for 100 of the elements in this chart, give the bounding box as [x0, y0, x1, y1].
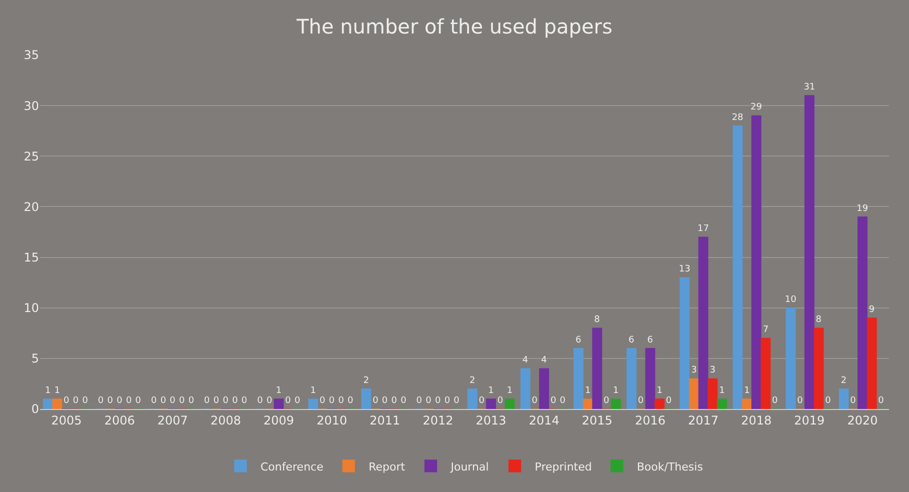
- y-tick-label: 15: [24, 250, 39, 264]
- data-label: 0: [107, 396, 114, 406]
- data-label: 0: [222, 396, 229, 406]
- data-label: 0: [391, 396, 398, 406]
- data-label: 0: [98, 396, 104, 406]
- data-label: 2: [363, 376, 370, 386]
- data-label: 0: [328, 396, 335, 406]
- x-tick-label: 2010: [316, 413, 348, 428]
- data-label: 1: [744, 386, 750, 396]
- x-tick-label: 2015: [582, 413, 612, 428]
- data-label: 0: [82, 396, 88, 406]
- data-label: 0: [478, 396, 485, 406]
- data-label: 0: [294, 396, 300, 406]
- data-label: 10: [784, 294, 797, 305]
- legend-label: Book/Thesis: [636, 460, 704, 474]
- y-tick-label: 30: [24, 98, 39, 113]
- data-label: 0: [444, 396, 450, 406]
- x-tick-label: 2018: [741, 413, 772, 428]
- data-label: 0: [382, 396, 388, 406]
- data-label: 0: [400, 396, 407, 406]
- data-label: 1: [506, 386, 513, 396]
- data-label: 0: [825, 396, 832, 406]
- data-label: 0: [372, 396, 379, 406]
- y-tick-label: 35: [24, 48, 39, 62]
- data-label: 6: [647, 335, 654, 346]
- data-label: 0: [772, 396, 778, 406]
- data-label: 0: [320, 396, 326, 406]
- data-label: 0: [416, 396, 422, 406]
- data-label: 1: [54, 386, 60, 396]
- data-label: 0: [497, 396, 504, 406]
- data-label: 0: [560, 396, 566, 406]
- data-label: 0: [285, 396, 292, 406]
- legend-label: Journal: [450, 460, 489, 474]
- data-label: 0: [850, 396, 856, 406]
- x-tick-label: 2008: [210, 413, 241, 428]
- data-label: 9: [868, 304, 875, 315]
- data-label: 6: [575, 335, 582, 346]
- data-label: 0: [666, 396, 672, 406]
- data-label: 0: [126, 396, 132, 406]
- data-label: 0: [241, 396, 248, 406]
- data-label: 1: [310, 386, 316, 396]
- data-label: 0: [797, 396, 804, 406]
- data-label: 0: [72, 396, 79, 406]
- data-label: 1: [44, 386, 51, 396]
- data-label: 0: [213, 396, 220, 406]
- data-label: 17: [698, 224, 710, 234]
- y-tick-label: 5: [31, 352, 39, 366]
- data-label: 0: [64, 396, 70, 406]
- data-label: 0: [348, 396, 354, 406]
- data-label: 0: [116, 396, 123, 406]
- data-label: 4: [522, 356, 528, 366]
- data-label: 0: [603, 396, 610, 406]
- data-label: 0: [266, 396, 272, 406]
- data-label: 19: [856, 204, 868, 214]
- data-label: 0: [454, 396, 460, 406]
- legend-label: Preprinted: [534, 460, 592, 474]
- data-label: 0: [188, 396, 194, 406]
- x-tick-label: 2006: [104, 413, 135, 428]
- data-label: 29: [750, 102, 762, 113]
- data-label: 0: [638, 396, 644, 406]
- data-label: 3: [691, 366, 697, 376]
- data-label: 0: [550, 396, 556, 406]
- data-label: 6: [628, 335, 635, 346]
- legend-label: Report: [368, 460, 406, 474]
- data-label: 0: [426, 396, 432, 406]
- x-tick-label: 2009: [264, 413, 294, 428]
- chart-title: The number of the used papers: [296, 14, 612, 39]
- data-label: 1: [276, 386, 282, 396]
- y-tick-label: 0: [31, 402, 39, 416]
- data-label: 2: [469, 376, 476, 386]
- data-label: 13: [678, 264, 690, 275]
- data-label: 0: [160, 396, 166, 406]
- x-tick-label: 2019: [794, 413, 825, 428]
- data-label: 8: [594, 315, 600, 326]
- x-tick-label: 2011: [370, 413, 400, 428]
- data-label: 2: [840, 376, 847, 386]
- data-label: 1: [612, 386, 619, 396]
- data-label: 0: [178, 396, 185, 406]
- x-tick-label: 2016: [634, 413, 666, 428]
- data-label: 0: [170, 396, 176, 406]
- y-tick-label: 20: [24, 200, 39, 214]
- x-tick-label: 2012: [422, 413, 454, 428]
- x-tick-label: 2020: [847, 413, 878, 428]
- data-label: 4: [541, 356, 548, 366]
- data-label: 1: [719, 386, 725, 396]
- data-label: 0: [135, 396, 142, 406]
- x-tick-label: 2005: [51, 413, 82, 428]
- x-tick-label: 2017: [688, 413, 719, 428]
- y-tick-label: 25: [24, 149, 39, 164]
- data-label: 28: [732, 112, 744, 123]
- data-label: 1: [488, 386, 494, 396]
- data-label: 0: [434, 396, 441, 406]
- data-label: 0: [338, 396, 344, 406]
- y-tick-label: 10: [24, 301, 39, 316]
- x-tick-label: 2013: [476, 413, 506, 428]
- data-label: 0: [532, 396, 538, 406]
- data-label: 7: [762, 325, 769, 336]
- data-label: 31: [804, 82, 816, 92]
- data-label: 0: [257, 396, 264, 406]
- x-tick-label: 2014: [528, 413, 560, 428]
